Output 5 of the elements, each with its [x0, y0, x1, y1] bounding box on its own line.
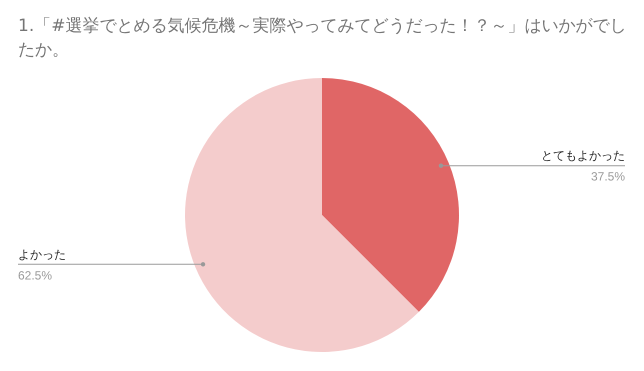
data-label: 37.5% [590, 170, 626, 184]
chart-title: 1.「#選挙でとめる気候危機～実際やってみてどうだった！？～」はいかがでしたか。 [18, 15, 628, 62]
data-label: 62.5% [18, 268, 52, 282]
slice-label: とてもよかった [541, 148, 625, 163]
slice-label: よかった [18, 247, 66, 262]
